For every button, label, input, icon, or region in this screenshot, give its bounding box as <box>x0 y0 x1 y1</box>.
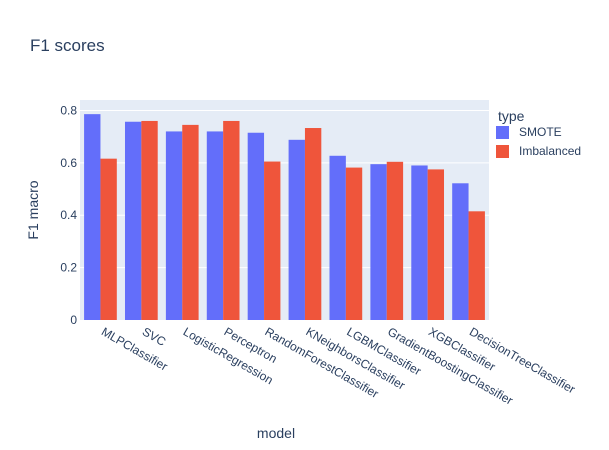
bar-smote-decisiontreeclassifier[interactable] <box>452 183 469 320</box>
bar-imbalanced-kneighborsclassifier[interactable] <box>304 128 322 320</box>
bar-imbalanced-svc[interactable] <box>141 120 158 320</box>
y-tick-label: 0.2 <box>60 261 77 275</box>
bar-smote-perceptron[interactable] <box>206 131 224 320</box>
legend[interactable]: type SMOTE Imbalanced <box>496 108 581 158</box>
bar-imbalanced-gradientboostingclassifier[interactable] <box>386 161 404 320</box>
bar-imbalanced-decisiontreeclassifier[interactable] <box>468 211 485 320</box>
bar-imbalanced-xgbclassifier[interactable] <box>427 169 445 320</box>
bars-group <box>84 114 485 321</box>
legend-label-imbalanced[interactable]: Imbalanced <box>519 144 581 158</box>
legend-swatch-smote[interactable] <box>496 126 509 139</box>
legend-title: type <box>498 108 525 124</box>
bar-imbalanced-perceptron[interactable] <box>223 120 240 320</box>
legend-label-smote[interactable]: SMOTE <box>519 125 562 139</box>
bar-smote-svc[interactable] <box>124 121 142 320</box>
y-tick-label: 0.6 <box>60 156 77 170</box>
bar-smote-xgbclassifier[interactable] <box>411 165 428 320</box>
bar-imbalanced-lgbmclassifier[interactable] <box>345 167 363 320</box>
bar-smote-randomforestclassifier[interactable] <box>247 132 265 320</box>
bar-smote-mlpclassifier[interactable] <box>84 114 101 321</box>
bar-smote-logisticregression[interactable] <box>165 131 183 320</box>
y-tick-label: 0.8 <box>60 103 77 117</box>
legend-swatch-imbalanced[interactable] <box>496 145 509 158</box>
chart-title: F1 scores <box>30 36 105 55</box>
y-tick-label: 0 <box>70 313 77 327</box>
bar-imbalanced-randomforestclassifier[interactable] <box>264 161 281 320</box>
x-axis-title: model <box>257 425 295 441</box>
bar-smote-kneighborsclassifier[interactable] <box>288 139 305 320</box>
y-tick-label: 0.4 <box>60 208 77 222</box>
bar-smote-gradientboostingclassifier[interactable] <box>370 164 387 320</box>
y-axis-title: F1 macro <box>25 180 41 239</box>
bar-imbalanced-logisticregression[interactable] <box>182 124 199 320</box>
y-tick-labels: 0 0.2 0.4 0.6 0.8 <box>60 103 77 327</box>
bar-smote-lgbmclassifier[interactable] <box>329 155 346 320</box>
bar-imbalanced-mlpclassifier[interactable] <box>100 158 117 320</box>
